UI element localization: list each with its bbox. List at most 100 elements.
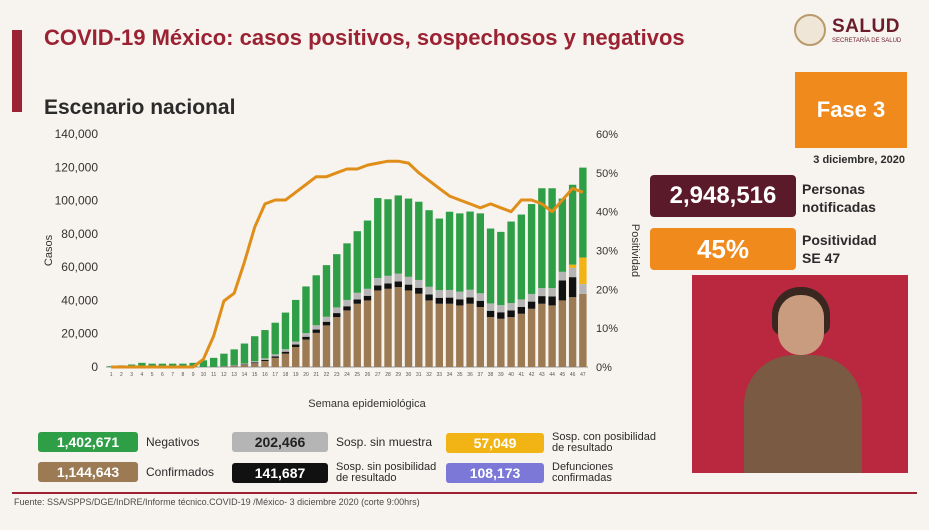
bar-segment <box>261 359 269 362</box>
x-tick-label: 24 <box>344 372 350 378</box>
bar-segment <box>548 296 556 306</box>
bar-segment <box>343 243 351 300</box>
legend-item: 1,144,643 Confirmados <box>38 462 214 482</box>
bar-segment <box>261 330 269 359</box>
bar-segment <box>281 349 290 352</box>
legend-item: 1,402,671 Negativos <box>38 432 199 452</box>
bar-segment <box>558 271 567 281</box>
bar-segment <box>415 201 423 280</box>
x-tick-label: 30 <box>406 372 412 378</box>
x-tick-label: 46 <box>570 372 576 378</box>
x-tick-label: 10 <box>201 372 207 378</box>
legend-value: 141,687 <box>232 463 328 483</box>
x-tick-label: 11 <box>211 372 216 378</box>
x-tick-label: 5 <box>151 372 154 378</box>
bar-segment <box>538 303 546 367</box>
bar-segment <box>415 293 423 367</box>
logo-text: SALUD <box>832 16 900 37</box>
x-tick-label: 16 <box>262 372 268 378</box>
bar-segment <box>538 288 546 297</box>
bar-segment <box>322 265 331 317</box>
x-tick-label: 13 <box>231 372 237 378</box>
y-tick-label: 0 <box>91 360 98 374</box>
x-tick-label: 43 <box>539 372 545 378</box>
bar-segment <box>435 303 443 367</box>
x-tick-label: 42 <box>529 372 535 378</box>
bar-segment <box>312 332 320 367</box>
y-tick-label: 20,000 <box>61 327 98 341</box>
bar-segment <box>476 300 485 308</box>
x-tick-label: 28 <box>385 372 391 378</box>
positivity-value: 45% <box>650 228 796 270</box>
bar-segment <box>527 204 536 294</box>
bar-segment <box>568 184 577 265</box>
bar-segment <box>322 316 331 322</box>
bar-segment <box>240 343 249 364</box>
bar-segment <box>261 358 269 360</box>
bar-segment <box>363 300 372 367</box>
bar-segment <box>425 286 433 295</box>
x-axis-label: Semana epidemiológica <box>308 398 426 410</box>
bar-segment <box>486 310 495 318</box>
bar-segment <box>343 310 351 367</box>
bar-segment <box>558 280 567 301</box>
legend-item: 57,049 Sosp. con posibilidad de resultado <box>446 432 656 454</box>
bar-segment <box>425 210 433 287</box>
x-tick-label: 4 <box>141 372 144 378</box>
x-tick-label: 15 <box>252 372 258 378</box>
bar-segment <box>158 363 167 367</box>
legend-item: 141,687 Sosp. sin posibilidad de resultado <box>232 462 436 484</box>
x-tick-label: 2 <box>120 372 123 378</box>
x-tick-label: 17 <box>272 372 278 378</box>
salud-logo: SALUD SECRETARÍA DE SALUD <box>794 14 901 46</box>
bar-segment <box>445 297 454 304</box>
page-subtitle: Escenario nacional <box>44 96 236 119</box>
x-tick-label: 9 <box>192 372 195 378</box>
y-tick-label: 140,000 <box>55 127 99 141</box>
bar-segment <box>517 299 526 307</box>
bar-segment <box>456 213 464 292</box>
x-tick-label: 14 <box>242 372 248 378</box>
x-tick-label: 44 <box>549 372 555 378</box>
bar-segment <box>568 267 577 278</box>
x-tick-label: 8 <box>182 372 185 378</box>
y-tick-label: 100,000 <box>55 194 99 208</box>
bar-segment <box>312 329 320 333</box>
bar-segment <box>404 284 413 291</box>
bar-segment <box>292 341 300 345</box>
legend-label: Sosp. con posibilidad de resultado <box>552 431 656 454</box>
bar-segment <box>220 353 228 367</box>
bar-segment <box>271 354 279 357</box>
bar-segment <box>497 231 505 306</box>
x-tick-label: 37 <box>478 372 484 378</box>
bar-segment <box>271 322 279 355</box>
bar-segment <box>209 357 218 367</box>
bar-segment <box>497 318 505 367</box>
legend-item: 108,173 Defunciones confirmadas <box>446 462 613 484</box>
bar-segment <box>548 288 556 297</box>
bar-segment <box>148 363 156 367</box>
legend-label: Negativos <box>146 434 200 449</box>
bar-segment <box>517 214 526 300</box>
bar-segment <box>302 336 310 340</box>
bar-segment <box>322 325 331 367</box>
bar-segment <box>333 317 341 367</box>
bar-segment <box>486 228 495 304</box>
source-footer: Fuente: SSA/SPPS/DGE/InDRE/Informe técni… <box>14 497 420 507</box>
x-tick-label: 34 <box>447 372 453 378</box>
bar-segment <box>435 218 443 291</box>
bar-segment <box>384 288 392 367</box>
bar-segment <box>517 313 526 367</box>
x-tick-label: 39 <box>498 372 504 378</box>
x-tick-label: 47 <box>580 372 586 378</box>
bar-segment <box>497 312 505 319</box>
bar-segment <box>363 220 372 289</box>
bar-segment <box>579 257 587 285</box>
x-tick-label: 31 <box>416 372 422 378</box>
bar-segment <box>476 213 485 294</box>
bar-segment <box>445 303 454 367</box>
x-tick-label: 45 <box>560 372 566 378</box>
legend-label: Sosp. sin muestra <box>336 434 433 449</box>
bar-segment <box>538 188 546 289</box>
